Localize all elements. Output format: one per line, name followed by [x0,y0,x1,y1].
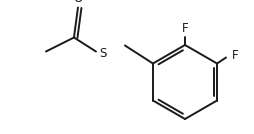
Text: F: F [182,23,188,36]
Text: S: S [99,47,107,60]
Text: F: F [232,49,238,62]
Text: O: O [73,0,83,5]
